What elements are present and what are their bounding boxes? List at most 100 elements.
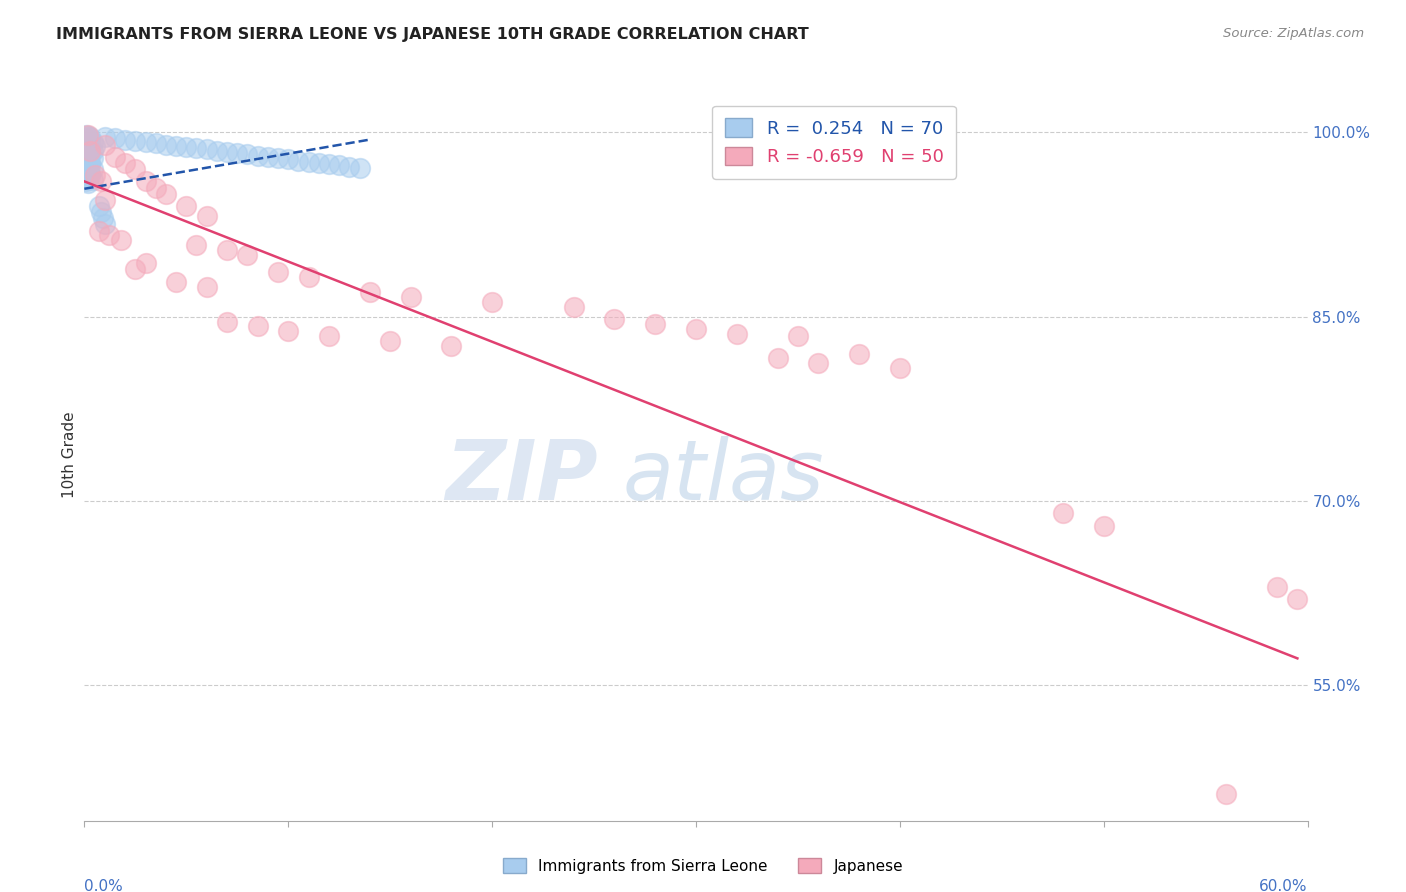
Point	[195, 209, 218, 223]
Point	[246, 148, 269, 162]
Point	[77, 137, 100, 152]
Y-axis label: 10th Grade: 10th Grade	[62, 411, 77, 499]
Point	[766, 351, 789, 366]
Point	[79, 158, 101, 172]
Point	[226, 146, 249, 161]
Point	[195, 143, 218, 157]
Point	[787, 329, 810, 343]
Point	[267, 151, 290, 165]
Point	[298, 270, 321, 285]
Point	[165, 275, 187, 289]
Point	[298, 154, 321, 169]
Point	[124, 134, 146, 148]
Text: Source: ZipAtlas.com: Source: ZipAtlas.com	[1223, 27, 1364, 40]
Point	[174, 140, 197, 154]
Legend: Immigrants from Sierra Leone, Japanese: Immigrants from Sierra Leone, Japanese	[496, 852, 910, 880]
Point	[186, 238, 208, 252]
Text: IMMIGRANTS FROM SIERRA LEONE VS JAPANESE 10TH GRADE CORRELATION CHART: IMMIGRANTS FROM SIERRA LEONE VS JAPANESE…	[56, 27, 808, 42]
Legend: R =  0.254   N = 70, R = -0.659   N = 50: R = 0.254 N = 70, R = -0.659 N = 50	[713, 105, 956, 178]
Point	[79, 134, 101, 148]
Point	[308, 156, 330, 170]
Point	[75, 156, 97, 170]
Point	[205, 144, 228, 158]
Point	[217, 244, 239, 258]
Point	[236, 147, 259, 161]
Point	[104, 131, 127, 145]
Point	[349, 161, 371, 175]
Point	[359, 285, 381, 299]
Point	[75, 170, 97, 185]
Point	[246, 319, 269, 334]
Point	[79, 130, 101, 145]
Point	[79, 169, 101, 184]
Point	[77, 161, 100, 175]
Point	[97, 228, 120, 243]
Point	[399, 290, 422, 304]
Point	[93, 137, 115, 152]
Point	[104, 150, 127, 164]
Point	[79, 154, 101, 169]
Point	[287, 153, 309, 168]
Point	[75, 153, 97, 167]
Point	[889, 361, 911, 376]
Point	[380, 334, 402, 349]
Point	[75, 131, 97, 145]
Point	[174, 199, 197, 213]
Point	[75, 160, 97, 174]
Point	[1286, 592, 1309, 607]
Point	[77, 128, 100, 143]
Point	[257, 150, 280, 164]
Point	[1215, 787, 1237, 801]
Point	[77, 153, 100, 168]
Point	[93, 130, 115, 145]
Point	[124, 162, 146, 177]
Point	[77, 150, 100, 164]
Point	[77, 128, 100, 142]
Point	[114, 133, 136, 147]
Point	[267, 265, 290, 279]
Point	[77, 157, 100, 171]
Point	[75, 128, 97, 142]
Point	[1052, 506, 1074, 520]
Point	[440, 339, 463, 353]
Point	[75, 174, 97, 188]
Point	[217, 145, 239, 159]
Point	[82, 162, 104, 177]
Point	[77, 168, 100, 182]
Point	[75, 136, 97, 151]
Point	[217, 314, 239, 328]
Point	[114, 156, 136, 170]
Point	[83, 168, 105, 182]
Point	[77, 164, 100, 178]
Point	[685, 322, 707, 336]
Point	[603, 312, 626, 326]
Point	[77, 176, 100, 190]
Point	[318, 157, 340, 171]
Point	[339, 160, 361, 174]
Point	[135, 255, 157, 269]
Point	[87, 199, 110, 213]
Text: 0.0%: 0.0%	[84, 880, 124, 892]
Point	[186, 141, 208, 155]
Point	[79, 147, 101, 161]
Point	[82, 144, 104, 158]
Point	[236, 248, 259, 262]
Point	[79, 143, 101, 157]
Point	[145, 136, 167, 151]
Point	[124, 261, 146, 276]
Point	[75, 140, 97, 154]
Point	[1092, 518, 1115, 533]
Point	[155, 137, 177, 152]
Point	[82, 151, 104, 165]
Point	[562, 300, 585, 314]
Point	[145, 180, 167, 194]
Point	[77, 141, 100, 155]
Point	[82, 173, 104, 187]
Point	[165, 138, 187, 153]
Point	[93, 218, 115, 232]
Point	[481, 294, 503, 309]
Point	[848, 346, 870, 360]
Point	[79, 144, 101, 158]
Text: atlas: atlas	[623, 436, 824, 517]
Point	[83, 138, 105, 153]
